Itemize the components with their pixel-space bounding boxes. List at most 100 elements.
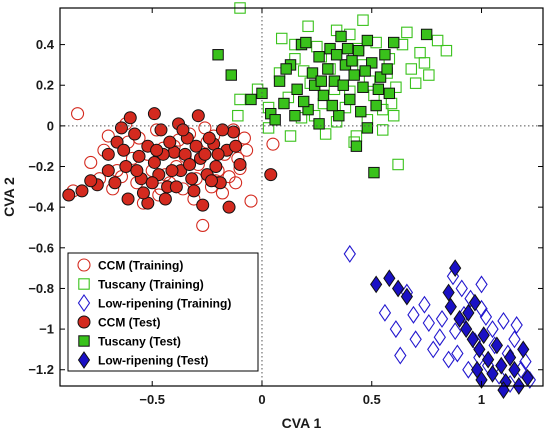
diamond-point <box>482 350 495 369</box>
diamond-point <box>389 320 403 339</box>
diamond-point <box>422 314 436 332</box>
circle-point <box>222 200 236 214</box>
square-point <box>313 51 325 63</box>
square-point <box>376 124 389 136</box>
diamond-point <box>462 360 475 379</box>
diamond-point <box>435 309 449 328</box>
circle-point <box>264 168 278 182</box>
square-point <box>420 28 433 41</box>
square-point <box>284 130 297 142</box>
circle-point <box>150 143 164 157</box>
circle-point <box>169 180 183 194</box>
square-point <box>355 105 367 118</box>
circle-point <box>165 164 179 178</box>
circle-point <box>121 192 135 206</box>
square-point <box>359 65 371 77</box>
diamond-point <box>475 275 488 294</box>
circle-point <box>101 147 115 161</box>
circle-point <box>202 131 216 145</box>
circle-point <box>147 107 161 121</box>
square-point <box>405 63 418 75</box>
diamond-point <box>343 244 356 263</box>
square-point <box>335 30 347 43</box>
square-point <box>344 93 356 106</box>
square-point <box>324 42 336 55</box>
diamond-point <box>427 340 440 359</box>
circle-point <box>215 123 229 137</box>
square-point <box>337 79 349 91</box>
diamond-point <box>453 310 466 328</box>
x-axis-label: CVA 1 <box>282 415 322 431</box>
diamond-point <box>466 330 479 349</box>
square-point <box>350 140 363 152</box>
legend-marker-circle <box>77 315 91 329</box>
circle-point <box>123 111 137 125</box>
circle-point <box>158 192 172 206</box>
x-tick-label: 1 <box>478 392 485 407</box>
circle-point <box>119 160 133 174</box>
square-point <box>306 67 319 79</box>
legend-marker-diamond <box>77 294 91 312</box>
circle-point <box>84 174 98 188</box>
square-point <box>409 77 422 89</box>
square-point <box>431 34 444 47</box>
x-tick-label: −0.5 <box>139 392 165 407</box>
diamond-point <box>400 287 413 306</box>
square-point <box>317 89 330 102</box>
circle-point <box>222 170 236 184</box>
circle-point <box>132 149 146 163</box>
circle-point <box>196 198 210 212</box>
square-point <box>387 109 400 122</box>
square-point <box>315 75 327 87</box>
diamond-point <box>490 336 504 355</box>
square-point <box>379 49 391 61</box>
square-point <box>366 57 378 69</box>
y-tick-label: 0.2 <box>36 78 54 93</box>
square-point <box>440 44 453 57</box>
circle-point <box>226 125 240 139</box>
series-low-ripening-training <box>343 244 536 393</box>
square-point <box>319 128 332 140</box>
circle-point <box>266 137 280 151</box>
circle-point <box>237 131 251 145</box>
legend-box <box>67 252 259 372</box>
square-point <box>370 99 382 112</box>
y-tick-label: 0 <box>47 118 54 133</box>
circle-point <box>176 123 190 137</box>
y-tick-label: −1.2 <box>28 362 54 377</box>
circle-point <box>117 143 131 157</box>
diamond-point <box>508 330 521 349</box>
diamond-point <box>510 316 523 335</box>
diamond-point <box>409 330 422 349</box>
square-point <box>330 49 343 61</box>
square-point <box>326 99 338 112</box>
square-point <box>212 49 224 61</box>
diamond-point <box>517 340 530 359</box>
reference-lines <box>60 8 543 386</box>
diamond-point <box>383 269 396 288</box>
square-point <box>392 158 404 171</box>
circle-point <box>147 155 161 169</box>
legend: CCM (Training) Tuscany (Training) Low-ripe… <box>67 252 259 372</box>
circle-point <box>233 157 247 171</box>
legend-marker-circle <box>77 258 91 272</box>
circle-point <box>244 194 258 208</box>
diamond-point <box>442 283 455 302</box>
circle-point <box>211 147 225 161</box>
diamond-point <box>497 311 510 330</box>
diamond-point <box>455 279 468 298</box>
y-axis-label: CVA 2 <box>1 177 17 217</box>
circle-point <box>229 139 243 153</box>
diamond-point <box>391 279 405 298</box>
square-point <box>372 83 385 95</box>
square-point <box>357 14 369 26</box>
series-ccm-test <box>62 107 278 214</box>
square-point <box>352 44 365 57</box>
square-point <box>225 69 237 81</box>
y-tick-label: −0.2 <box>28 159 54 174</box>
circle-point <box>136 186 150 200</box>
diamond-point <box>486 320 499 339</box>
diamond-point <box>473 340 486 359</box>
square-point <box>234 93 246 106</box>
